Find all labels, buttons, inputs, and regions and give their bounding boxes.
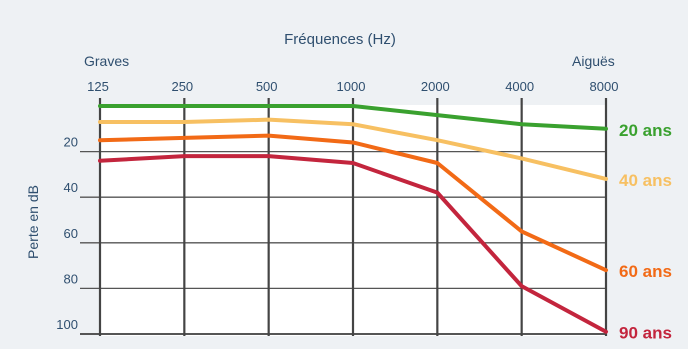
series-label-2: 40 ans [619, 171, 672, 190]
axis-labels: Fréquences (Hz) Graves Aiguës Perte en d… [25, 31, 672, 343]
series-label-3: 60 ans [619, 262, 672, 281]
x-tick-label: 8000 [590, 79, 619, 94]
x-tick-label: 4000 [505, 79, 534, 94]
series-label-4: 90 ans [619, 324, 672, 343]
grid-lines [80, 98, 608, 336]
y-tick-label: 20 [64, 135, 78, 150]
x-tick-label: 2000 [421, 79, 450, 94]
right-title: Aiguës [572, 53, 615, 69]
x-tick-label: 500 [256, 79, 278, 94]
left-title: Graves [84, 53, 129, 69]
y-tick-label: 100 [56, 317, 78, 332]
x-tick-label: 250 [171, 79, 193, 94]
y-tick-label: 40 [64, 180, 78, 195]
series-label-1: 20 ans [619, 121, 672, 140]
x-tick-label: 1000 [337, 79, 366, 94]
x-tick-label: 125 [87, 79, 109, 94]
y-tick-label: 80 [64, 271, 78, 286]
y-axis-label: Perte en dB [25, 185, 41, 259]
chart-title: Fréquences (Hz) [284, 31, 396, 48]
series-lines [98, 104, 608, 334]
y-tick-label: 60 [64, 226, 78, 241]
